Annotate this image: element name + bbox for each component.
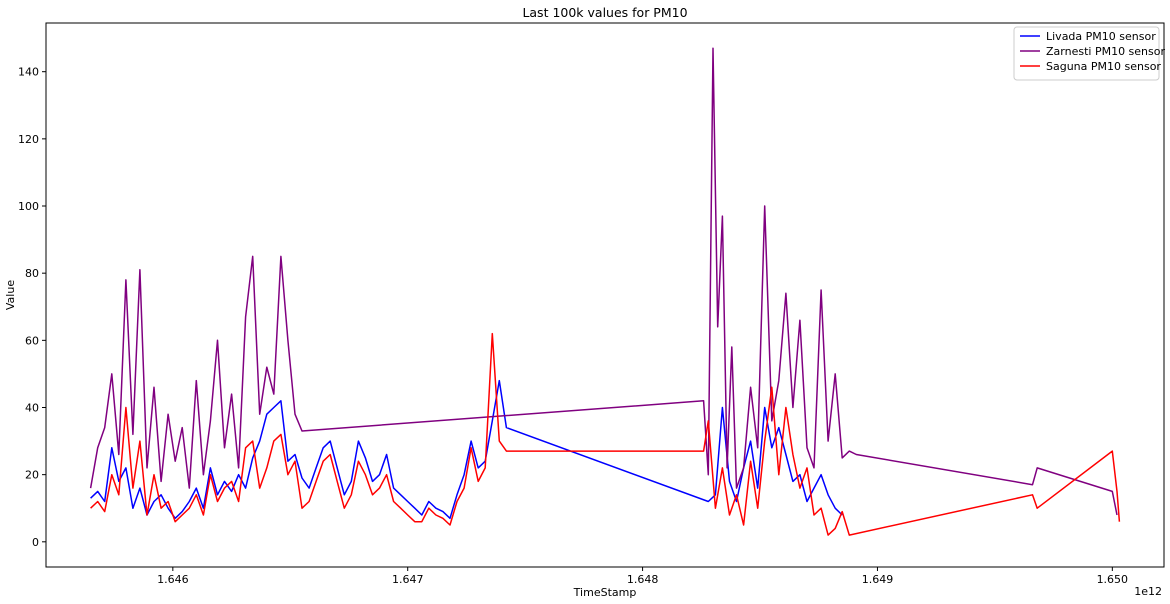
x-tick-label: 1.648	[627, 573, 659, 586]
x-axis: 1.646 1.647 1.648 1.649 1.650	[157, 567, 1128, 586]
x-tick-label: 1.650	[1097, 573, 1129, 586]
plot-frame	[45, 22, 1165, 568]
legend-label-1: Zarnesti PM10 sensor	[1046, 45, 1165, 58]
y-axis: 0 20 40 60 80 100 120 140	[18, 66, 46, 549]
series-line-0	[90, 379, 843, 520]
y-tick-label: 80	[25, 267, 39, 280]
series-line-2	[90, 332, 1121, 536]
y-tick-label: 60	[25, 334, 39, 347]
legend-label-0: Livada PM10 sensor	[1046, 30, 1156, 43]
x-axis-title: TimeStamp	[573, 586, 637, 599]
x-tick-label: 1.649	[862, 573, 894, 586]
y-tick-label: 40	[25, 401, 39, 414]
y-axis-title: Value	[4, 280, 17, 310]
x-axis-offset-label: 1e12	[1134, 585, 1162, 598]
y-tick-label: 20	[25, 469, 39, 482]
y-tick-label: 140	[18, 66, 39, 79]
legend-box	[1013, 26, 1160, 81]
x-tick-label: 1.647	[392, 573, 424, 586]
chart-title: Last 100k values for PM10	[522, 5, 687, 20]
y-tick-label: 100	[18, 200, 39, 213]
x-tick-label: 1.646	[157, 573, 189, 586]
y-tick-label: 120	[18, 133, 39, 146]
legend: Livada PM10 sensor Zarnesti PM10 sensor Sa…	[1013, 26, 1165, 81]
series-layer	[89, 47, 1121, 536]
series-line-1	[89, 47, 1118, 516]
y-tick-label: 0	[32, 536, 39, 549]
legend-label-2: Saguna PM10 sensor	[1046, 60, 1161, 73]
